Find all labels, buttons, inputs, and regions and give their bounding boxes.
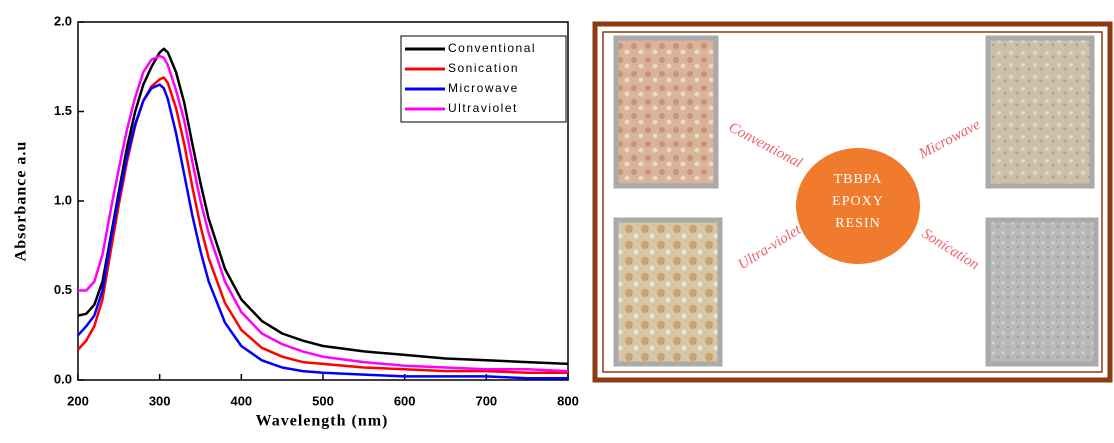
y-tick-label: 0.0 [54,371,72,386]
x-tick-label: 300 [149,393,171,408]
photo [988,220,1096,364]
x-tick-label: 500 [312,393,334,408]
photo [988,38,1092,186]
legend-label: Conventional [448,41,536,55]
x-tick-label: 600 [394,393,416,408]
x-axis-label: Wavelength (nm) [256,413,389,430]
photo [616,220,720,364]
y-tick-label: 0.5 [54,282,72,297]
diagram: TBBPA EPOXY RESIN Conventional Microwave… [595,24,1110,380]
x-tick-label: 800 [557,393,579,408]
y-tick-label: 2.0 [54,13,72,28]
y-tick-label: 1.0 [54,192,72,207]
legend-label: Ultraviolet [448,101,518,115]
photo [616,38,716,186]
figure: Wavelength (nm) Absorbance a.u TBBPA EPO… [0,0,1114,438]
legend-label: Microwave [448,81,519,95]
x-tick-label: 400 [230,393,252,408]
y-axis-label: Absorbance a.u [13,141,30,262]
x-tick-label: 700 [475,393,497,408]
y-tick-label: 1.5 [54,103,72,118]
center-label: TBBPA [834,172,883,187]
series-line [78,85,568,379]
center-label: RESIN [835,216,880,231]
x-tick-label: 200 [67,393,89,408]
legend-label: Sonication [448,61,519,75]
center-label: EPOXY [832,194,884,209]
